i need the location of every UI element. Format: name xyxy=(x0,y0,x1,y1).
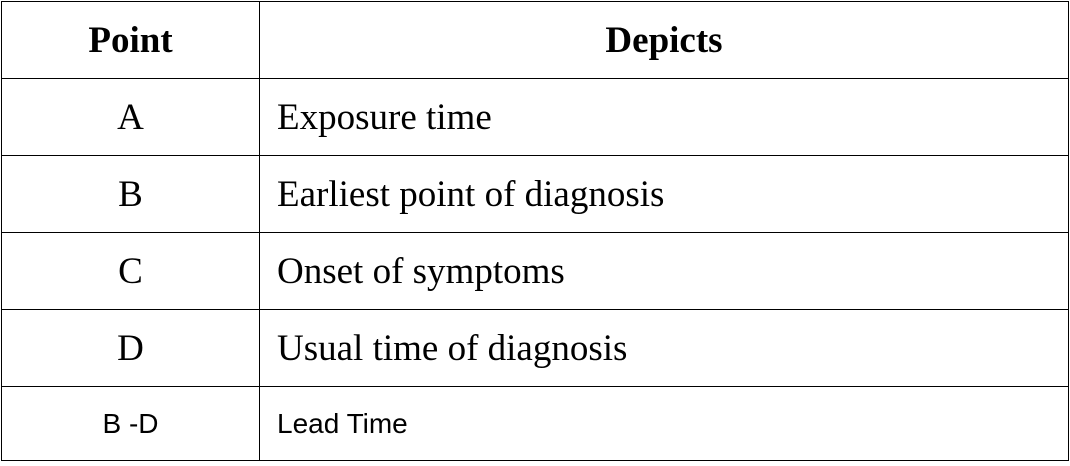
header-point: Point xyxy=(1,1,260,79)
depicts-cell: Earliest point of diagnosis xyxy=(259,155,1069,233)
point-cell: B xyxy=(1,155,260,233)
table-row: D Usual time of diagnosis xyxy=(1,309,1069,387)
table-row: C Onset of symptoms xyxy=(1,232,1069,310)
point-cell: C xyxy=(1,232,260,310)
table-row: B -D Lead Time xyxy=(1,386,1069,461)
point-cell: D xyxy=(1,309,260,387)
depicts-cell: Usual time of diagnosis xyxy=(259,309,1069,387)
point-cell: B -D xyxy=(1,386,260,461)
depicts-cell: Lead Time xyxy=(259,386,1069,461)
table-row: A Exposure time xyxy=(1,78,1069,156)
depicts-cell: Exposure time xyxy=(259,78,1069,156)
point-cell: A xyxy=(1,78,260,156)
header-row: Point Depicts xyxy=(1,1,1069,79)
header-depicts: Depicts xyxy=(259,1,1069,79)
table-row: B Earliest point of diagnosis xyxy=(1,155,1069,233)
depicts-cell: Onset of symptoms xyxy=(259,232,1069,310)
